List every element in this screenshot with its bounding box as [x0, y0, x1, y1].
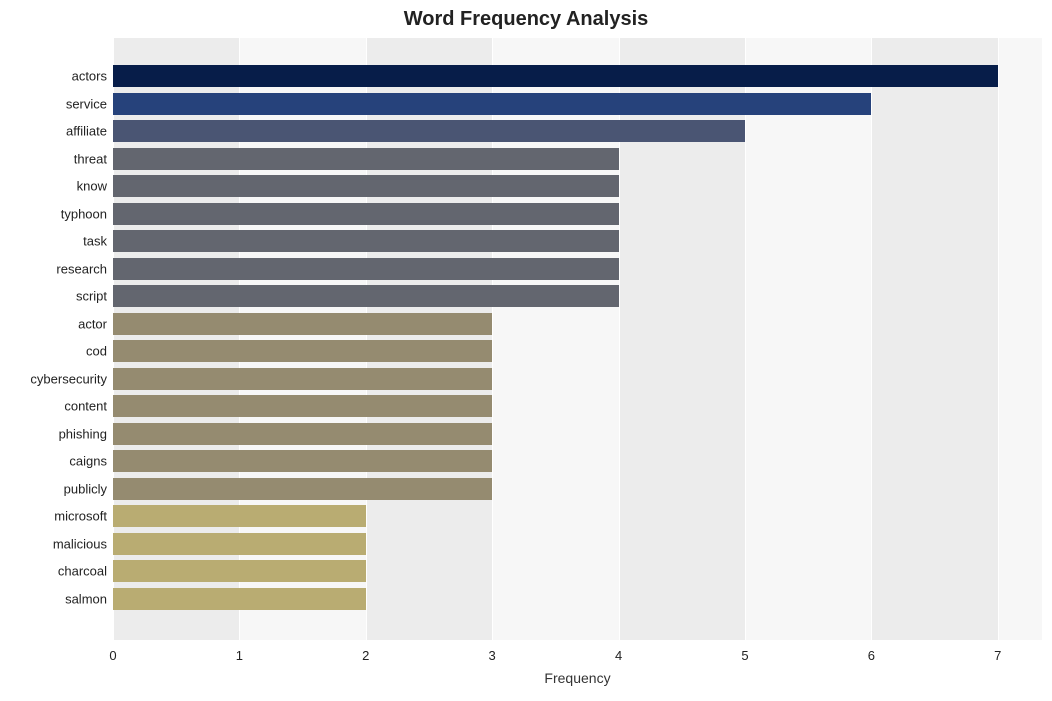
y-tick-label: research — [56, 261, 113, 276]
y-tick-label: salmon — [65, 591, 113, 606]
bar — [113, 203, 619, 225]
bar — [113, 285, 619, 307]
bar — [113, 148, 619, 170]
y-tick-label: know — [77, 179, 113, 194]
y-tick-label: charcoal — [58, 564, 113, 579]
y-tick-label: phishing — [59, 426, 113, 441]
plot-band — [745, 38, 871, 640]
y-tick-label: script — [76, 289, 113, 304]
y-tick-label: malicious — [53, 536, 113, 551]
bar — [113, 258, 619, 280]
x-tick-label: 4 — [615, 640, 622, 663]
y-tick-label: actor — [78, 316, 113, 331]
chart-container: Word Frequency Analysis actorsserviceaff… — [0, 0, 1052, 701]
bar — [113, 93, 871, 115]
bar — [113, 533, 366, 555]
bar — [113, 505, 366, 527]
bar — [113, 175, 619, 197]
x-tick-label: 3 — [489, 640, 496, 663]
bar — [113, 368, 492, 390]
bar — [113, 120, 745, 142]
bar — [113, 65, 998, 87]
x-tick-label: 0 — [109, 640, 116, 663]
y-tick-label: typhoon — [61, 206, 113, 221]
bar — [113, 560, 366, 582]
plot-area: actorsserviceaffiliatethreatknowtyphoont… — [113, 38, 1042, 640]
bar — [113, 423, 492, 445]
x-tick-label: 1 — [236, 640, 243, 663]
gridline — [871, 38, 872, 640]
plot-band — [871, 38, 997, 640]
y-tick-label: content — [64, 399, 113, 414]
y-tick-label: affiliate — [66, 124, 113, 139]
chart-title: Word Frequency Analysis — [0, 8, 1052, 31]
x-tick-label: 2 — [362, 640, 369, 663]
y-tick-label: cod — [86, 344, 113, 359]
y-tick-label: cybersecurity — [30, 371, 113, 386]
bar — [113, 395, 492, 417]
bar — [113, 340, 492, 362]
x-tick-label: 6 — [868, 640, 875, 663]
bar — [113, 478, 492, 500]
x-tick-label: 7 — [994, 640, 1001, 663]
y-tick-label: publicly — [64, 481, 113, 496]
gridline — [998, 38, 999, 640]
gridline — [745, 38, 746, 640]
y-tick-label: service — [66, 96, 113, 111]
y-tick-label: caigns — [69, 454, 113, 469]
bar — [113, 588, 366, 610]
bar — [113, 230, 619, 252]
y-tick-label: threat — [74, 151, 113, 166]
bar — [113, 450, 492, 472]
x-axis-label: Frequency — [113, 670, 1042, 686]
bar — [113, 313, 492, 335]
y-tick-label: task — [83, 234, 113, 249]
plot-band — [998, 38, 1042, 640]
y-tick-label: microsoft — [54, 509, 113, 524]
y-tick-label: actors — [72, 69, 113, 84]
x-tick-label: 5 — [741, 640, 748, 663]
